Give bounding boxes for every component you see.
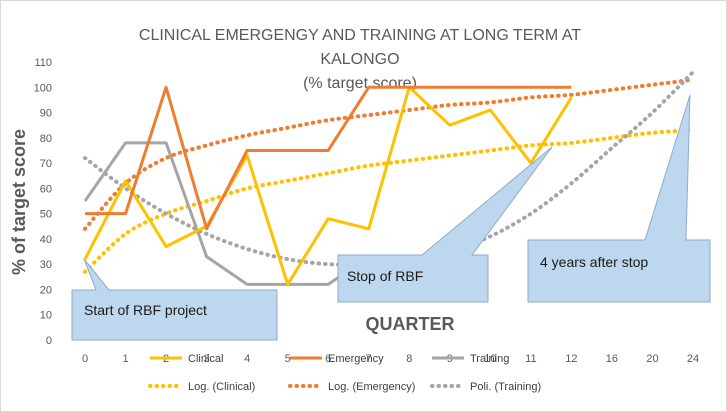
legend-label: Emergency bbox=[328, 353, 384, 365]
callout-stop: Stop of RBF bbox=[337, 146, 553, 303]
y-tick-label: 90 bbox=[40, 108, 52, 120]
y-axis-label: % of target score bbox=[9, 129, 29, 275]
callout-stop-text: Stop of RBF bbox=[347, 268, 423, 284]
x-tick-label: 7 bbox=[366, 353, 372, 365]
callout-start-text: Start of RBF project bbox=[84, 302, 207, 318]
callout-start-shape bbox=[71, 258, 278, 341]
legend-label: Log. (Emergency) bbox=[328, 381, 415, 393]
series-line-training bbox=[83, 141, 370, 286]
callout-stop-shape bbox=[337, 146, 553, 303]
series-line-emergency bbox=[85, 85, 572, 231]
callout-after-text: 4 years after stop bbox=[540, 254, 648, 270]
y-tick-label: 110 bbox=[34, 57, 52, 69]
chart-subtitle: (% target score) bbox=[303, 75, 417, 92]
x-tick-label: 11 bbox=[525, 353, 536, 365]
chart-title-line-2: KALONGO bbox=[320, 51, 399, 68]
series-line-log-emergency bbox=[83, 77, 695, 231]
x-tick-label: 24 bbox=[687, 353, 699, 365]
chart-title-line-1: CLINICAL EMERGENGY AND TRAINING AT LONG … bbox=[139, 27, 581, 44]
callout-after: 4 years after stop bbox=[527, 94, 711, 303]
legend-label: Clinical bbox=[188, 353, 223, 365]
x-tick-label: 4 bbox=[244, 353, 250, 365]
x-tick-label: 8 bbox=[406, 353, 412, 365]
series-line-clinical bbox=[83, 85, 573, 286]
callout-start: Start of RBF project bbox=[71, 258, 278, 341]
x-tick-label: 20 bbox=[646, 353, 658, 365]
x-tick-label: 12 bbox=[565, 353, 577, 365]
x-tick-label: 0 bbox=[82, 353, 88, 365]
y-tick-label: 60 bbox=[40, 183, 52, 195]
y-tick-label: 40 bbox=[40, 234, 52, 246]
legend-label: Poli. (Training) bbox=[470, 381, 541, 393]
y-tick-label: 10 bbox=[40, 310, 52, 322]
y-tick-labels: 0 10 20 30 40 50 60 70 80 90 100 110 bbox=[34, 57, 52, 347]
legend-label: Training bbox=[470, 353, 509, 365]
callout-after-shape bbox=[527, 94, 711, 303]
x-tick-label: 5 bbox=[285, 353, 291, 365]
x-tick-label: 6 bbox=[325, 353, 331, 365]
y-tick-label: 70 bbox=[40, 158, 52, 170]
y-tick-label: 0 bbox=[46, 335, 52, 347]
y-tick-label: 100 bbox=[34, 82, 52, 94]
legend-label: Log. (Clinical) bbox=[188, 381, 255, 393]
x-tick-label: 16 bbox=[606, 353, 618, 365]
x-tick-label: 1 bbox=[122, 353, 128, 365]
y-tick-label: 80 bbox=[40, 133, 52, 145]
y-tick-label: 20 bbox=[40, 284, 52, 296]
y-tick-label: 50 bbox=[40, 209, 52, 221]
x-tick-label: 10 bbox=[484, 353, 496, 365]
x-tick-label: 3 bbox=[204, 353, 210, 365]
x-axis-label: QUARTER bbox=[366, 314, 455, 334]
legend: Clinical Emergency Training Log. (Clinical)… bbox=[148, 353, 541, 393]
y-tick-label: 30 bbox=[40, 259, 52, 271]
